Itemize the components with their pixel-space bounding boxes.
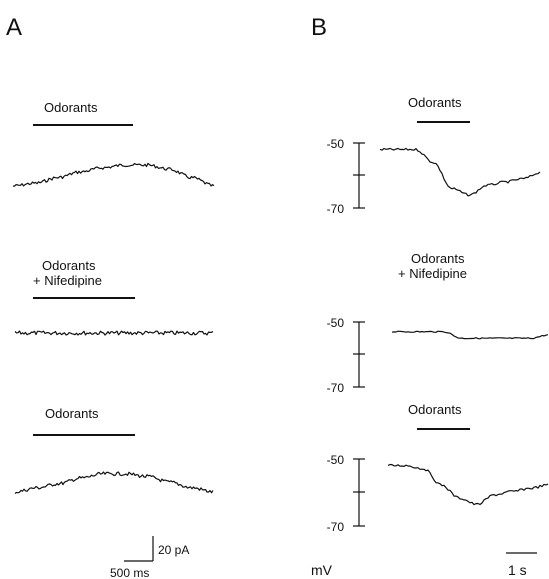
panel-b-axis-3-tick-label-upper: -50 xyxy=(327,453,345,467)
panel-b-axis-1-tick-label-upper: -50 xyxy=(327,137,345,151)
panel-b-scalebar-time-label: 1 s xyxy=(508,562,527,578)
panel-b-trace-2 xyxy=(391,330,549,340)
panel-a-condition-2-label-line1: Odorants xyxy=(42,258,96,273)
panel-a-trace-2 xyxy=(14,330,214,336)
panel-b-axis-2-tick-label-upper: -50 xyxy=(327,316,345,330)
panel-b-condition-3-label: Odorants xyxy=(408,402,462,417)
panel-a-label: A xyxy=(6,14,22,41)
panel-b-condition-2-label-line1: Odorants xyxy=(411,251,465,266)
panel-a-condition-3-label: Odorants xyxy=(45,406,99,421)
panel-a-scalebar-time-label: 500 ms xyxy=(110,566,149,579)
panel-b-label: B xyxy=(311,14,327,41)
panel-b-unit-label: mV xyxy=(311,562,333,578)
panel-b-axis-1-tick-label-lower: -70 xyxy=(327,202,345,216)
panel-a-trace-1 xyxy=(12,162,215,187)
panel-b-trace-1 xyxy=(379,147,541,197)
panel-b: Odorants -50 -70 Odorants + Nifedipine -… xyxy=(311,95,549,578)
panel-a-trace-3 xyxy=(14,471,214,494)
panel-a: Odorants Odorants + Nifedipine Odorants … xyxy=(12,100,215,579)
panel-a-condition-2-label-line2: + Nifedipine xyxy=(33,273,102,288)
panel-b-condition-2-label-line2: + Nifedipine xyxy=(398,266,467,281)
panel-b-axis-2-tick-label-lower: -70 xyxy=(327,381,345,395)
panel-a-condition-1-label: Odorants xyxy=(44,100,98,115)
panel-b-axis-3-tick-label-lower: -70 xyxy=(327,520,345,534)
panel-b-condition-1-label: Odorants xyxy=(408,95,462,110)
panel-a-scalebar-current-label: 20 pA xyxy=(158,543,189,557)
panel-b-trace-3 xyxy=(387,463,549,506)
